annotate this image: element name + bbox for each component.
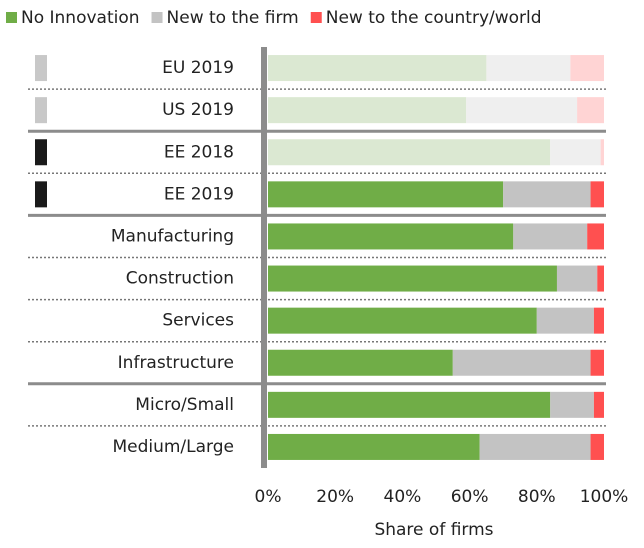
bar-segment	[513, 223, 588, 250]
bar-segment	[268, 265, 557, 292]
category-label: US 2019	[162, 100, 234, 120]
bar-segment	[452, 349, 591, 376]
x-tick-label: 100%	[580, 487, 629, 507]
legend-label: No Innovation	[21, 8, 140, 28]
legend-swatch	[151, 12, 163, 23]
bar-segment	[268, 97, 467, 124]
bar-segment	[590, 433, 604, 460]
legend-label: New to the country/world	[326, 8, 542, 28]
bar-segment	[268, 223, 514, 250]
bar-segment	[577, 97, 604, 124]
x-tick-label: 20%	[316, 487, 354, 507]
bar-segment	[593, 391, 604, 418]
x-axis-label: Share of firms	[374, 520, 493, 540]
bar-segment	[550, 139, 601, 166]
bar-segment	[268, 55, 487, 82]
bar-segment	[593, 307, 604, 334]
bar-segment	[268, 307, 537, 334]
category-label: Services	[162, 311, 234, 331]
x-tick-label: 80%	[518, 487, 556, 507]
bar-segment	[268, 139, 551, 166]
row-marker	[35, 55, 47, 82]
legend-swatch	[310, 12, 322, 23]
x-tick-label: 40%	[384, 487, 422, 507]
legend-swatch	[6, 12, 17, 23]
bar-segment	[536, 307, 594, 334]
category-label: Construction	[126, 269, 234, 289]
category-label: EU 2019	[162, 58, 234, 78]
row-marker	[35, 97, 47, 124]
bar-segment	[590, 181, 604, 208]
x-tick-label: 60%	[451, 487, 489, 507]
category-label: Medium/Large	[112, 437, 234, 457]
bar-segment	[479, 433, 591, 460]
bar-segment	[550, 391, 594, 418]
bar-segment	[268, 349, 453, 376]
bar-segment	[486, 55, 571, 82]
row-marker	[35, 139, 47, 166]
bar-segment	[466, 97, 578, 124]
bar-segment	[268, 433, 480, 460]
category-label: EE 2019	[164, 184, 234, 204]
category-label: Manufacturing	[111, 226, 234, 246]
bar-segment	[570, 55, 604, 82]
bar-segment	[556, 265, 598, 292]
bar-segment	[597, 265, 604, 292]
bar-segment	[268, 181, 504, 208]
row-marker	[35, 181, 47, 208]
category-label: EE 2018	[164, 142, 234, 162]
x-tick-label: 0%	[255, 487, 282, 507]
bar-segment	[590, 349, 604, 376]
category-label: Micro/Small	[135, 395, 234, 415]
bar-segment	[268, 391, 551, 418]
bar-segment	[587, 223, 604, 250]
category-label: Infrastructure	[118, 353, 234, 373]
legend-label: New to the firm	[167, 8, 299, 28]
bar-segment	[503, 181, 591, 208]
bar-segment	[600, 139, 604, 166]
